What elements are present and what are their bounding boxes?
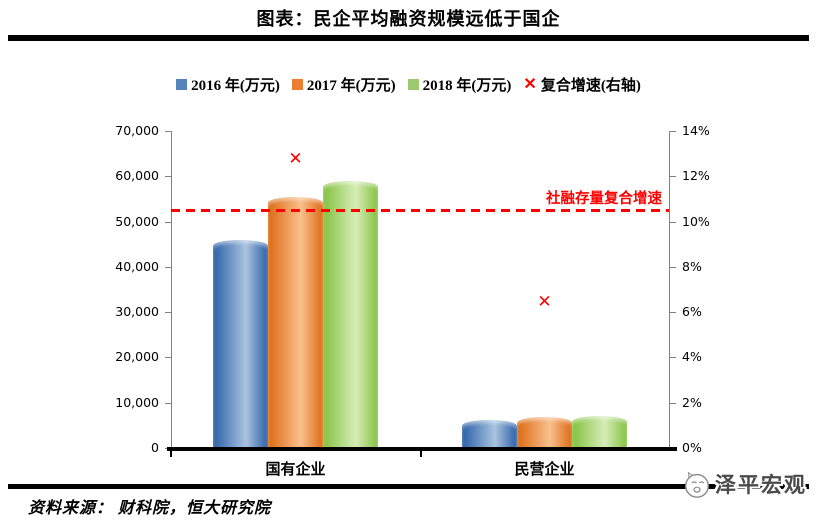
legend-item: ✕ 复合增速(右轴) xyxy=(523,74,640,95)
right-axis-tick-label: 10% xyxy=(682,213,710,229)
right-axis-line xyxy=(669,131,670,448)
bottom-axis-left-tick xyxy=(170,451,172,457)
left-axis-tick-label: 60,000 xyxy=(115,168,159,184)
left-axis-tick xyxy=(165,312,171,314)
bar-民营企业-2017 年(万元) xyxy=(517,417,572,447)
legend-swatch-icon xyxy=(407,79,419,90)
chart-title: 图表：民企平均融资规模远低于国企 xyxy=(256,9,561,29)
top-divider-rule xyxy=(8,35,809,41)
right-axis-tick-label: 12% xyxy=(682,168,710,184)
right-axis-tick xyxy=(670,357,676,359)
legend-x-marker-icon: ✕ xyxy=(523,76,537,93)
right-axis-tick-label: 4% xyxy=(682,349,702,365)
legend-label: 2016 年(万元) xyxy=(191,78,280,94)
scatter-x-marker-国有企业: ✕ xyxy=(288,149,303,170)
bar-民营企业-2016 年(万元) xyxy=(462,419,517,447)
right-axis-tick-label: 6% xyxy=(682,304,702,320)
left-axis-tick-label: 0 xyxy=(151,440,159,455)
legend-swatch-icon xyxy=(176,79,188,90)
reference-dashed-line xyxy=(171,209,669,213)
chart-legend: 2016 年(万元) 2017 年(万元) 2018 年(万元) ✕ 复合增速(右轴) xyxy=(0,74,817,95)
category-label-民营企业: 民营企业 xyxy=(514,462,575,478)
left-axis-tick xyxy=(165,266,171,268)
bar-国有企业-2017 年(万元) xyxy=(268,196,323,447)
left-axis-tick-label: 30,000 xyxy=(115,304,159,320)
right-axis-tick xyxy=(670,221,676,223)
left-axis-tick-label: 20,000 xyxy=(115,349,159,365)
brand-name: 泽平宏观 xyxy=(715,474,807,497)
brand-watermark: 泽平宏观 xyxy=(681,468,807,500)
right-axis-tick xyxy=(670,176,676,178)
right-axis-tick-label: 14% xyxy=(682,123,710,138)
bottom-axis-center-tick xyxy=(420,451,422,457)
left-axis-tick xyxy=(165,221,171,223)
legend-label: 2017 年(万元) xyxy=(306,78,396,94)
right-axis-tick xyxy=(670,131,676,132)
left-axis-tick-label: 50,000 xyxy=(115,213,159,229)
reference-line-label: 社融存量复合增速 xyxy=(546,191,662,207)
legend-label: 复合增速(右轴) xyxy=(540,78,641,94)
left-axis-tick-label: 10,000 xyxy=(115,394,159,410)
left-axis-tick-label: 70,000 xyxy=(115,123,159,138)
bottom-divider-rule xyxy=(8,484,809,489)
legend-item: 2017 年(万元) xyxy=(291,74,396,95)
right-axis-tick xyxy=(670,312,676,314)
bar-国有企业-2018 年(万元) xyxy=(323,180,378,447)
legend-item: 2018 年(万元) xyxy=(407,74,512,95)
left-axis-tick xyxy=(165,402,171,404)
speech-bubble-face-icon xyxy=(681,468,713,500)
legend-swatch-icon xyxy=(291,79,303,90)
right-axis-tick xyxy=(670,402,676,404)
right-axis-tick-label: 0% xyxy=(682,440,702,455)
bar-民营企业-2018 年(万元) xyxy=(572,416,627,447)
bar-国有企业-2016 年(万元) xyxy=(213,239,268,447)
left-axis-tick xyxy=(165,131,171,132)
right-axis-tick-label: 8% xyxy=(682,258,702,274)
left-axis-tick xyxy=(165,176,171,178)
bottom-axis-line xyxy=(167,447,677,451)
legend-label: 2018 年(万元) xyxy=(422,78,512,94)
left-axis-tick xyxy=(165,357,171,359)
left-axis-line xyxy=(171,131,172,448)
right-axis-tick-label: 2% xyxy=(682,394,702,410)
scatter-x-marker-民营企业: ✕ xyxy=(537,292,552,313)
source-attribution: 资料来源： 财科院，恒大研究院 xyxy=(28,500,272,517)
legend-item: 2016 年(万元) xyxy=(176,74,280,95)
right-axis-tick xyxy=(670,266,676,268)
category-label-国有企业: 国有企业 xyxy=(265,462,326,478)
left-axis-tick-label: 40,000 xyxy=(115,258,159,274)
